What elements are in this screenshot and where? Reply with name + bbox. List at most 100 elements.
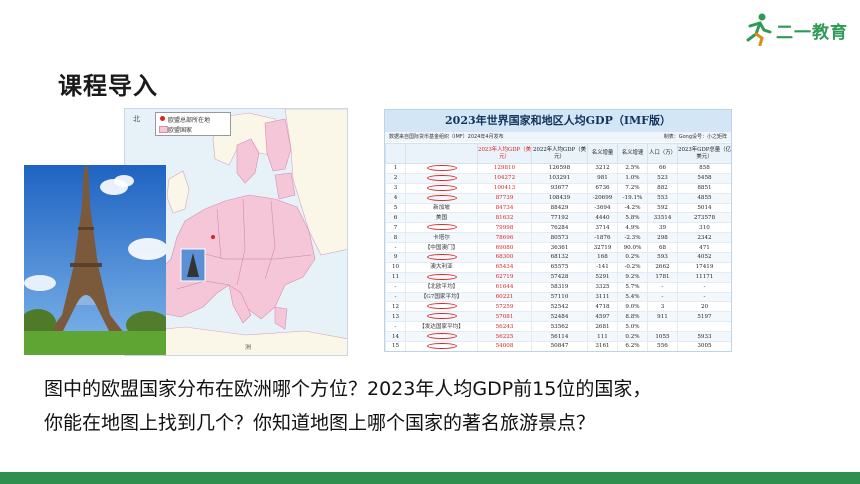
cell-rate: 4.9% (617, 222, 648, 234)
table-row: 2 104272 103291 981 1.0% 523 5458 (385, 172, 731, 184)
cell-delta: 4718 (587, 301, 618, 313)
cell-total: 858 (677, 163, 731, 174)
highlight-circle-icon (426, 273, 457, 280)
cell-rank: 9 (385, 252, 406, 263)
cell-rank: 3 (385, 182, 406, 194)
cell-total: 5197 (677, 311, 731, 323)
logo-text: 二一教育 (776, 23, 848, 43)
highlight-circle-icon (426, 253, 457, 260)
cell-rank: 6 (385, 212, 406, 224)
cell-gdp2023: 57081 (477, 311, 532, 323)
cell-name (405, 182, 478, 194)
cell-delta: 3325 (587, 281, 618, 293)
highlight-circle-icon (426, 184, 457, 191)
highlight-circle-icon (426, 313, 457, 320)
cell-gdp2023: 62719 (477, 271, 532, 283)
cell-gdp2022: 93677 (531, 182, 588, 194)
cell-delta: 5291 (587, 271, 618, 283)
eiffel-tower-icon (24, 165, 166, 355)
table-row: - 【G7国家平均】 60221 57110 3111 5.4% - - (385, 291, 731, 303)
cell-total: 17419 (677, 261, 731, 273)
cell-pop: - (647, 281, 678, 293)
cell-gdp2023: 56243 (477, 321, 532, 333)
cell-delta: 3111 (587, 291, 618, 303)
cell-rate: -19.1% (617, 192, 648, 204)
cell-name (405, 301, 478, 313)
table-row: 14 56225 56114 111 0.2% 1055 5933 (385, 331, 731, 343)
cell-gdp2023: 87739 (477, 192, 532, 204)
cell-rank: 7 (385, 222, 406, 234)
cell-delta: 4440 (587, 212, 618, 224)
cell-rate: 5.7% (617, 281, 648, 293)
col-rate: 名义增速 (617, 143, 648, 164)
cell-gdp2022: 56114 (531, 331, 588, 343)
cell-gdp2023: 60221 (477, 291, 532, 303)
cell-gdp2022: 126598 (531, 163, 588, 174)
cell-name: 【G7国家平均】 (405, 291, 478, 303)
cell-rank: 15 (385, 341, 406, 351)
col-rank (385, 143, 406, 164)
table-row: - 【发达国家平均】 56243 53562 2681 5.0% (385, 321, 731, 333)
table-row: 9 68300 68132 168 0.2% 593 4052 (385, 252, 731, 263)
cell-name (405, 341, 478, 351)
cell-gdp2023: 61644 (477, 281, 532, 293)
question-line-1: 图中的欧盟国家分布在欧洲哪个方位？2023年人均GDP前15位的国家， (44, 378, 652, 400)
cell-rank: 13 (385, 311, 406, 323)
cell-gdp2022: 103291 (531, 172, 588, 184)
brand-logo: 二一教育 (742, 12, 847, 48)
cell-gdp2023: 129810 (477, 163, 532, 174)
svg-text:洲: 洲 (245, 344, 251, 351)
cell-delta: -3694 (587, 202, 618, 214)
table-row: 8 卡塔尔 78696 80573 -1876 -2.3% 298 2342 (385, 232, 731, 244)
highlight-circle-icon (426, 303, 457, 310)
cell-rate: 9.2% (617, 271, 648, 283)
table-title: 2023年世界国家和地区人均GDP（IMF版） (385, 110, 731, 132)
eiffel-tower-photo (24, 165, 166, 355)
cell-rank: 10 (385, 261, 406, 273)
cell-pop: - (647, 291, 678, 303)
highlight-circle-icon (426, 342, 457, 349)
cell-rank: 2 (385, 172, 406, 184)
table-row: 11 62719 57428 5291 9.2% 1781 11171 (385, 271, 731, 283)
cell-gdp2022: 52542 (531, 301, 588, 313)
svg-text:北: 北 (133, 115, 140, 123)
cell-gdp2022: 88429 (531, 202, 588, 214)
cell-delta: 3714 (587, 222, 618, 234)
cell-gdp2022: 77192 (531, 212, 588, 224)
col-delta: 名义增量 (587, 143, 618, 164)
cell-rate: 90.0% (617, 242, 648, 254)
cell-pop: 553 (647, 192, 678, 204)
cell-rate: 6.2% (617, 341, 648, 351)
cell-rate: -2.3% (617, 232, 648, 244)
cell-total: - (677, 281, 731, 293)
cell-gdp2022: 65575 (531, 261, 588, 273)
cell-pop: 298 (647, 232, 678, 244)
cell-total: 273578 (677, 212, 731, 224)
cell-total: - (677, 291, 731, 303)
cell-rate: 8.8% (617, 311, 648, 323)
cell-total: 5014 (677, 202, 731, 214)
cell-rate: 7.2% (617, 182, 648, 194)
table-row: 10 澳大利亚 65434 65575 -141 -0.2% 2662 17419 (385, 261, 731, 273)
cell-rate: 2.5% (617, 163, 648, 174)
cell-total: 4052 (677, 252, 731, 263)
cell-pop: 39 (647, 222, 678, 234)
cell-pop: 592 (647, 202, 678, 214)
cell-rate: -0.2% (617, 261, 648, 273)
table-row: 15 54008 50847 3161 6.2% 556 3005 (385, 341, 731, 351)
cell-total: 5458 (677, 172, 731, 184)
cell-name: 新加坡 (405, 202, 478, 214)
table-row: 12 57259 52542 4718 9.0% 3 20 (385, 301, 731, 313)
table-row: 13 57081 52484 4597 8.8% 911 5197 (385, 311, 731, 323)
cell-gdp2023: 69080 (477, 242, 532, 254)
cell-rate: 5.0% (617, 321, 648, 333)
cell-total: 4855 (677, 192, 731, 204)
cell-pop: 523 (647, 172, 678, 184)
cell-pop: 1781 (647, 271, 678, 283)
eu-swatch-icon (159, 126, 168, 133)
cell-rank: 1 (385, 163, 406, 174)
col-gdp2022: 2022年人均GDP（美元） (531, 143, 588, 164)
cell-delta: 32719 (587, 242, 618, 254)
highlight-circle-icon (426, 333, 457, 340)
